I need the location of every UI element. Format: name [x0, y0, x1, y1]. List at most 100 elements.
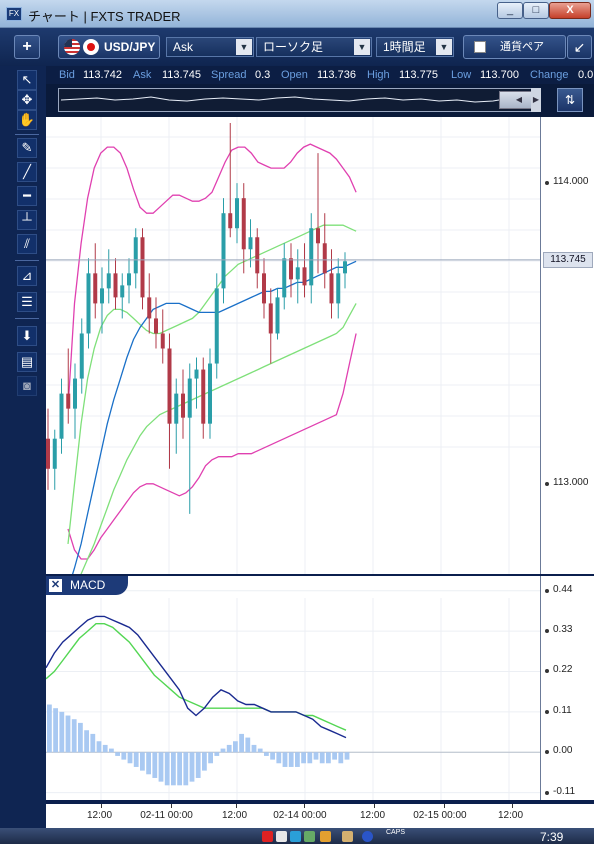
chart-type-select[interactable]: ローソク足 ▼: [256, 37, 372, 57]
currency-pair-checkbox[interactable]: [474, 41, 486, 53]
tray-icon[interactable]: [276, 831, 287, 842]
time-tick: [512, 804, 513, 808]
chart-toolbar: + USD/JPY Ask ▼ ローソク足 ▼ 1時間足 ▼ 通貨ペア ↙: [0, 28, 594, 66]
histogram-bar: [71, 719, 77, 753]
candle-body: [46, 438, 50, 469]
maximize-button[interactable]: □: [523, 2, 549, 19]
histogram-bar: [171, 752, 176, 786]
pointer-icon[interactable]: ↖: [17, 70, 37, 90]
camera-icon[interactable]: ◙: [17, 376, 37, 396]
close-button[interactable]: X: [549, 2, 591, 19]
parallel-lines-icon[interactable]: ⫽: [17, 234, 37, 254]
candle-body: [248, 237, 253, 250]
price-side-select[interactable]: Ask ▼: [166, 37, 254, 57]
timeframe-value: 1時間足: [383, 40, 426, 54]
spread-label: Spread: [211, 69, 247, 81]
hand-icon[interactable]: ✋: [17, 110, 37, 130]
histogram-bar: [319, 752, 325, 764]
navigator-sparkline: [60, 96, 500, 103]
open-label: Open: [281, 69, 308, 81]
macd-tick: [545, 629, 549, 634]
navigator-scroll-right[interactable]: ▶: [531, 88, 541, 112]
histogram-bar: [47, 704, 52, 753]
histogram-bar: [270, 752, 275, 760]
window-title: チャート | FXTS TRADER: [28, 9, 181, 24]
price-chart[interactable]: [46, 117, 540, 574]
high-value: 113.775: [399, 69, 438, 81]
minimize-button[interactable]: _: [497, 2, 523, 19]
histogram-bar: [84, 730, 89, 753]
histogram-bar: [195, 752, 201, 778]
candle-body: [268, 303, 273, 334]
histogram-bar: [140, 752, 145, 771]
histogram-bar: [90, 733, 96, 753]
bid-label: Bid: [59, 69, 75, 81]
ime-icon[interactable]: [320, 831, 331, 842]
add-chart-button[interactable]: +: [14, 35, 40, 59]
histogram-bar: [214, 752, 220, 756]
histogram-bar: [245, 737, 251, 753]
timeframe-select[interactable]: 1時間足 ▼: [376, 37, 454, 57]
time-tick-label: 02-14 00:00: [273, 810, 327, 821]
histogram-bar: [53, 708, 58, 753]
macd-tick-label: 0.11: [553, 704, 572, 716]
down-arrow-icon[interactable]: ⬇: [17, 326, 37, 346]
candle-body: [228, 213, 233, 229]
trendline-icon[interactable]: ╱: [17, 162, 37, 182]
macd-tab: ✕ MACD: [46, 576, 128, 595]
histogram-bar: [78, 722, 83, 753]
time-tick: [374, 804, 375, 808]
symbol-button[interactable]: USD/JPY: [58, 35, 160, 59]
histogram-bar: [177, 752, 182, 786]
navigator-toggle-button[interactable]: ⇅: [557, 88, 583, 112]
close-icon[interactable]: ✕: [49, 579, 62, 592]
histogram-bar: [326, 752, 331, 764]
histogram-bar: [158, 752, 164, 782]
macd-tick: [545, 750, 549, 755]
alert-icon[interactable]: [262, 831, 273, 842]
high-label: High: [367, 69, 390, 81]
pane-divider[interactable]: [46, 574, 594, 576]
macd-tick: [545, 790, 549, 795]
chevron-down-icon: ▼: [354, 39, 370, 55]
time-tick: [171, 804, 172, 808]
volume-icon[interactable]: [304, 831, 315, 842]
histogram-bar: [239, 733, 244, 753]
currency-pair-button[interactable]: 通貨ペア: [463, 35, 566, 59]
ask-value: 113.745: [162, 69, 201, 81]
price-tick: [545, 181, 549, 186]
folder-icon[interactable]: [342, 831, 353, 842]
histogram-bar: [251, 744, 257, 753]
candle-body: [282, 258, 287, 298]
candle-body: [262, 273, 266, 304]
horizontal-line-icon[interactable]: ━: [17, 186, 37, 206]
macd-pane[interactable]: ✕ MACD: [46, 576, 540, 800]
histogram-bar: [295, 752, 300, 767]
list-icon[interactable]: ▤: [17, 352, 37, 372]
candle-body: [73, 378, 77, 409]
chart-navigator[interactable]: ◀: [58, 88, 539, 112]
price-chart-svg: [46, 117, 540, 574]
candle-body: [174, 393, 179, 424]
candle-body: [52, 438, 57, 469]
histogram-bar: [233, 741, 238, 753]
fibonacci-icon[interactable]: ☰: [17, 292, 37, 312]
histogram-bar: [183, 752, 189, 786]
candle-body: [127, 273, 131, 286]
fan-icon[interactable]: ⊿: [17, 266, 37, 286]
histogram-bar: [208, 752, 213, 764]
undock-button[interactable]: ↙: [567, 35, 592, 59]
candle-body: [100, 288, 104, 304]
crosshair-pointer-icon[interactable]: ✥: [17, 90, 37, 110]
vertical-line-icon[interactable]: ┴: [17, 210, 37, 230]
histogram-bar: [133, 752, 139, 767]
candle-body: [336, 273, 341, 304]
network-icon[interactable]: [290, 831, 301, 842]
symbol-label: USD/JPY: [104, 40, 156, 54]
help-icon[interactable]: [362, 831, 373, 842]
candle-body: [316, 228, 320, 244]
macd-tick: [545, 588, 549, 593]
candle-body: [160, 333, 165, 349]
pen-icon[interactable]: ✎: [17, 138, 37, 158]
